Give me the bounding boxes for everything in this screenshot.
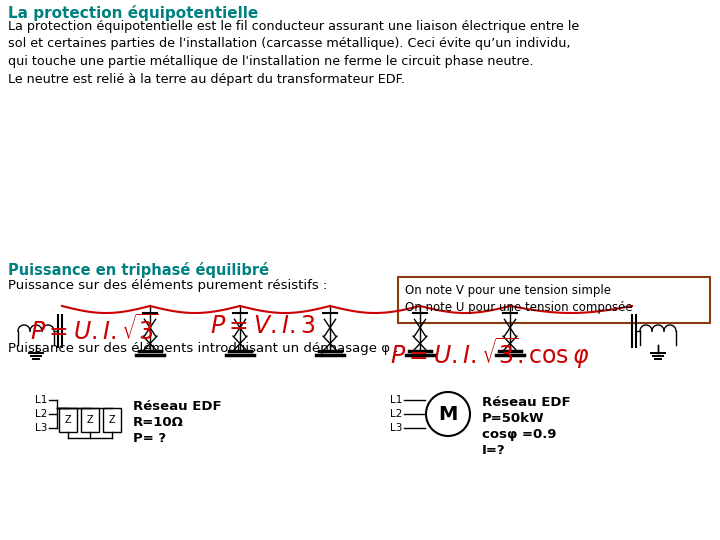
Text: Z: Z xyxy=(109,415,115,425)
Text: $P = V.I.3$: $P = V.I.3$ xyxy=(210,314,316,338)
Text: L1: L1 xyxy=(35,395,48,405)
FancyBboxPatch shape xyxy=(398,277,710,323)
Bar xyxy=(59,408,77,432)
Text: Réseau EDF: Réseau EDF xyxy=(133,400,222,413)
Text: L2: L2 xyxy=(390,409,402,419)
Text: On note U pour une tension composée: On note U pour une tension composée xyxy=(405,301,633,314)
Text: L2: L2 xyxy=(35,409,48,419)
Text: La protection équipotentielle: La protection équipotentielle xyxy=(8,5,258,21)
Text: Z: Z xyxy=(65,415,71,425)
Circle shape xyxy=(426,392,470,436)
Text: Réseau EDF: Réseau EDF xyxy=(482,396,571,409)
Bar xyxy=(103,408,121,432)
Text: I=?: I=? xyxy=(482,444,505,457)
Text: Z: Z xyxy=(86,415,94,425)
Text: Puissance en triphasé équilibré: Puissance en triphasé équilibré xyxy=(8,262,269,278)
Text: cosφ =0.9: cosφ =0.9 xyxy=(482,428,557,441)
Bar xyxy=(81,408,99,432)
Text: P=50kW: P=50kW xyxy=(482,412,544,425)
Text: M: M xyxy=(438,404,458,423)
Text: La protection équipotentielle est le fil conducteur assurant une liaison électri: La protection équipotentielle est le fil… xyxy=(8,20,580,85)
Text: L3: L3 xyxy=(35,423,48,433)
Text: P= ?: P= ? xyxy=(133,432,166,445)
Text: L3: L3 xyxy=(390,423,402,433)
Text: $P = U.I.\sqrt{3}.\cos\varphi$: $P = U.I.\sqrt{3}.\cos\varphi$ xyxy=(390,336,590,372)
Text: Puissance sur des éléments purement résistifs :: Puissance sur des éléments purement rési… xyxy=(8,279,328,292)
Text: R=10Ω: R=10Ω xyxy=(133,416,184,429)
Text: $P = U.I.\sqrt{3}$: $P = U.I.\sqrt{3}$ xyxy=(30,314,158,345)
Text: On note V pour une tension simple: On note V pour une tension simple xyxy=(405,284,611,297)
Text: Puissance sur des éléments introduisant un déphasage φ :: Puissance sur des éléments introduisant … xyxy=(8,342,399,355)
Text: L1: L1 xyxy=(390,395,402,405)
